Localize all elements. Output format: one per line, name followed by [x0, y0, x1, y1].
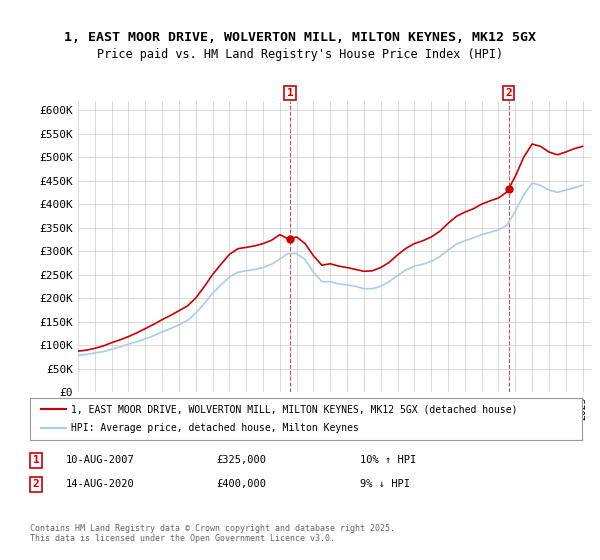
Text: 10% ↑ HPI: 10% ↑ HPI	[360, 455, 416, 465]
Text: 2: 2	[32, 479, 40, 489]
Text: Contains HM Land Registry data © Crown copyright and database right 2025.
This d: Contains HM Land Registry data © Crown c…	[30, 524, 395, 543]
Text: 14-AUG-2020: 14-AUG-2020	[66, 479, 135, 489]
Text: £400,000: £400,000	[216, 479, 266, 489]
Text: 1, EAST MOOR DRIVE, WOLVERTON MILL, MILTON KEYNES, MK12 5GX (detached house): 1, EAST MOOR DRIVE, WOLVERTON MILL, MILT…	[71, 404, 518, 414]
Text: 2: 2	[505, 88, 512, 98]
Text: HPI: Average price, detached house, Milton Keynes: HPI: Average price, detached house, Milt…	[71, 423, 359, 433]
Text: 1: 1	[287, 88, 293, 98]
Text: 10-AUG-2007: 10-AUG-2007	[66, 455, 135, 465]
Text: £325,000: £325,000	[216, 455, 266, 465]
Text: 1: 1	[32, 455, 40, 465]
Text: 1, EAST MOOR DRIVE, WOLVERTON MILL, MILTON KEYNES, MK12 5GX: 1, EAST MOOR DRIVE, WOLVERTON MILL, MILT…	[64, 31, 536, 44]
Text: 9% ↓ HPI: 9% ↓ HPI	[360, 479, 410, 489]
Text: Price paid vs. HM Land Registry's House Price Index (HPI): Price paid vs. HM Land Registry's House …	[97, 48, 503, 60]
